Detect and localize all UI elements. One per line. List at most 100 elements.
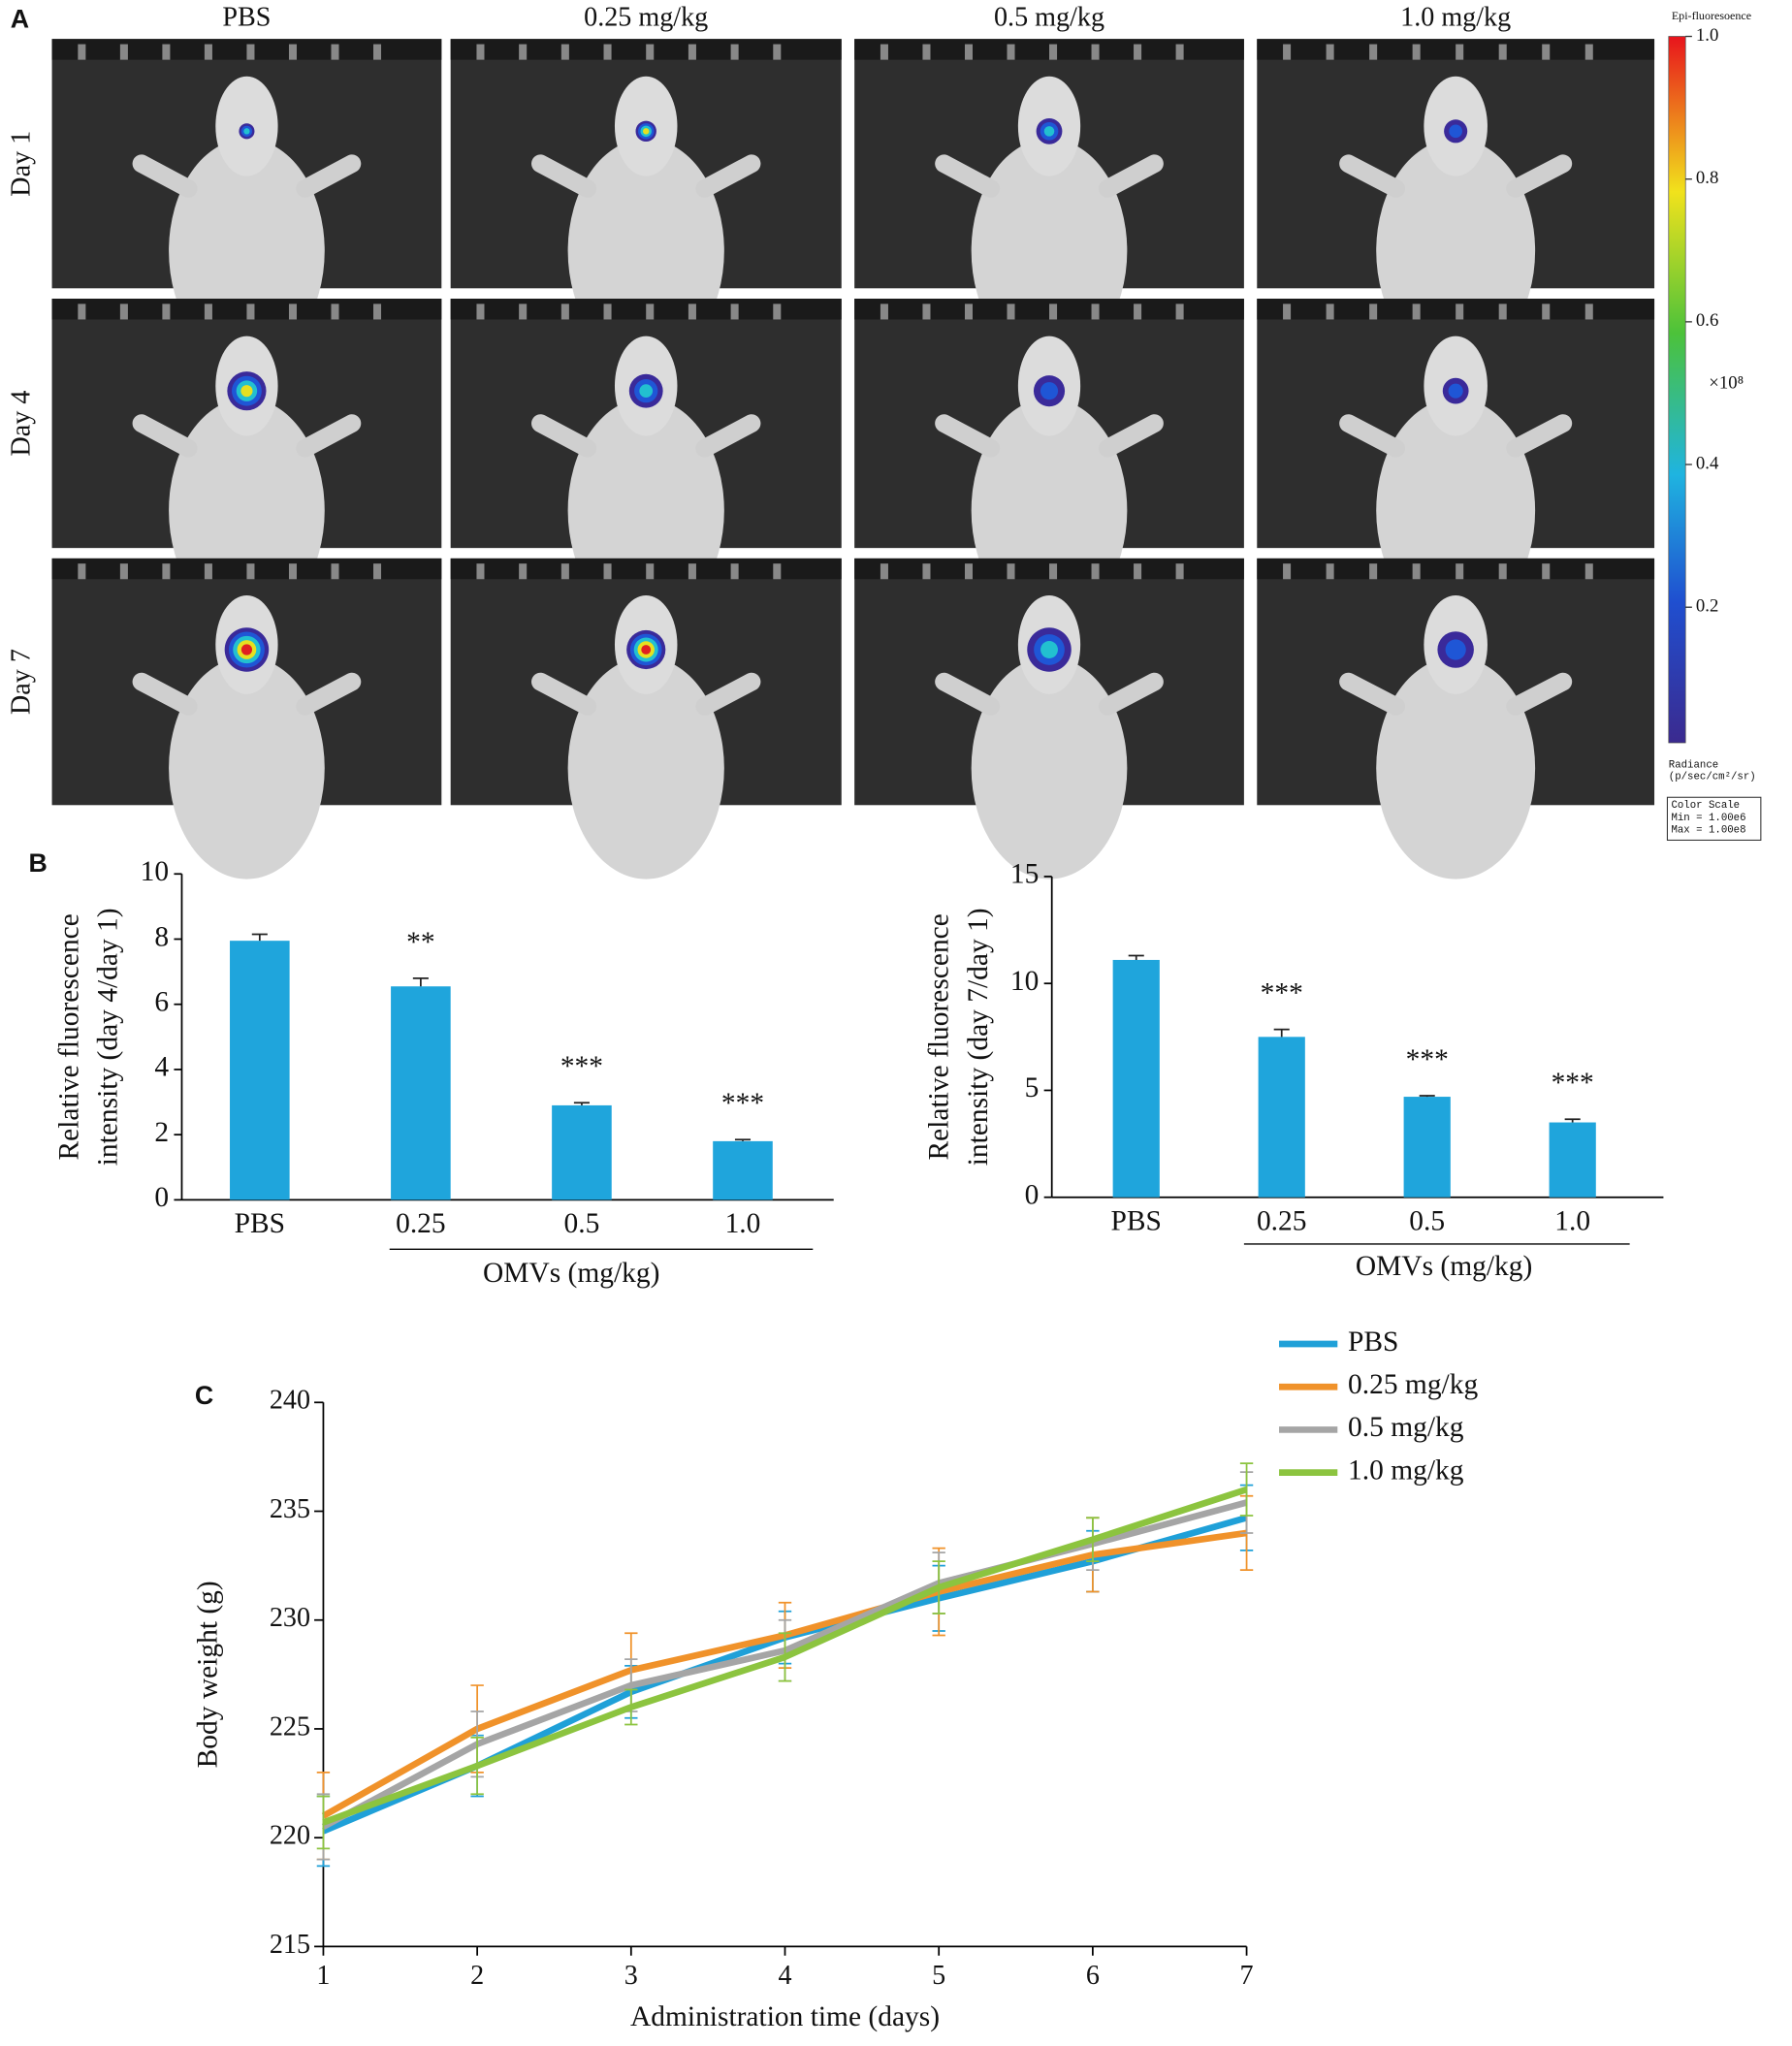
rack-bar: [1049, 44, 1058, 60]
cage-rack: [854, 558, 1244, 580]
rack-bar: [730, 563, 739, 580]
rack-bar: [1369, 304, 1378, 320]
error-bar: [624, 1688, 638, 1726]
rack-bar: [119, 44, 128, 60]
rack-bar: [880, 563, 888, 580]
rack-bar: [119, 563, 128, 580]
rack-bar: [519, 563, 528, 580]
rack-bar: [519, 304, 528, 320]
row-label: Day 1: [7, 131, 37, 197]
x-tick-label: 2: [470, 1961, 484, 1991]
rack-bar: [204, 44, 212, 60]
rack-bar: [730, 44, 739, 60]
rat-arms: [1339, 672, 1573, 716]
rack-bar: [1584, 304, 1593, 320]
bar: [391, 986, 451, 1200]
y-tick-label: 2: [154, 1117, 169, 1148]
fluorescence-spot: [1445, 639, 1466, 660]
rack-bar: [373, 304, 382, 320]
bar: [1403, 1097, 1451, 1198]
colorbar-title: Epi-fluoresoence: [1672, 9, 1751, 22]
x-axis-title: OMVs (mg/kg): [483, 1258, 659, 1289]
significance-label: **: [406, 927, 434, 958]
x-tick-label: 6: [1086, 1961, 1100, 1991]
rack-bar: [1412, 44, 1421, 60]
rack-bar: [246, 304, 255, 320]
fluorescence-spot: [1040, 382, 1059, 400]
y-tick-label: 6: [154, 986, 169, 1017]
rack-bar: [688, 44, 696, 60]
rack-bar: [922, 44, 931, 60]
cage-rack: [854, 299, 1244, 320]
y-axis-title: Relative fluorescence: [53, 913, 84, 1160]
rack-bar: [78, 304, 86, 320]
rack-bar: [922, 563, 931, 580]
rack-bar: [730, 304, 739, 320]
rack-bar: [1412, 304, 1421, 320]
rack-bar: [1456, 44, 1464, 60]
bar: [713, 1140, 773, 1200]
x-tick-label: 0.5: [564, 1208, 600, 1239]
rack-bar: [162, 304, 171, 320]
y-tick-label: 220: [270, 1821, 310, 1851]
rack-bar: [373, 563, 382, 580]
bar: [552, 1104, 612, 1200]
rat-body: [567, 656, 724, 879]
significance-label: ***: [560, 1051, 603, 1082]
x-tick-label: 0.5: [1409, 1205, 1445, 1236]
significance-label: ***: [1406, 1044, 1449, 1075]
fluorescence-spot: [240, 385, 253, 398]
rack-bar: [78, 44, 86, 60]
y-tick-label: 0: [154, 1182, 169, 1213]
column-label: PBS: [222, 3, 271, 33]
scale-line: Max = 1.00e8: [1671, 825, 1745, 837]
y-tick-label: 230: [270, 1603, 310, 1633]
panel-label: A: [11, 5, 29, 34]
error-bar: [470, 1737, 484, 1796]
rack-bar: [1498, 563, 1507, 580]
error-bar: [573, 1102, 590, 1105]
fluorescence-spot: [1448, 383, 1463, 399]
rack-bar: [1007, 44, 1015, 60]
colorbar-unit: (p/sec/cm²/sr): [1669, 772, 1756, 783]
colorbar-tick-label: 0.6: [1696, 310, 1718, 331]
rat-arms: [1339, 414, 1573, 458]
rack-bar: [773, 304, 782, 320]
rack-bar: [1542, 563, 1551, 580]
fluorescence-spot: [639, 384, 654, 399]
rack-bar: [331, 44, 339, 60]
rack-bar: [880, 304, 888, 320]
rat-arms: [531, 414, 761, 458]
fluorescence-spot: [1449, 124, 1462, 139]
colorbar-tick-label: 1.0: [1696, 25, 1718, 46]
rack-bar: [476, 44, 485, 60]
cage-rack: [854, 39, 1244, 60]
rack-bar: [1412, 563, 1421, 580]
rack-bar: [964, 563, 974, 580]
x-tick-label: 0.25: [396, 1208, 446, 1239]
rat-arms: [935, 672, 1164, 716]
error-bar: [1419, 1095, 1435, 1098]
rat-arms: [935, 414, 1164, 458]
x-tick-label: PBS: [235, 1208, 285, 1239]
rack-bar: [560, 304, 569, 320]
x-axis-title: Administration time (days): [630, 2001, 940, 2032]
y-axis-title: intensity (day 7/day 1): [963, 908, 994, 1166]
bar: [1258, 1037, 1305, 1198]
error-bar: [251, 933, 268, 942]
error-bar: [932, 1560, 945, 1614]
x-tick-label: PBS: [1111, 1205, 1162, 1236]
y-tick-label: 5: [1025, 1072, 1040, 1103]
colorbar-tick-label: 0.4: [1696, 453, 1719, 473]
rack-bar: [476, 304, 485, 320]
rack-bar: [1007, 304, 1015, 320]
rack-bar: [119, 304, 128, 320]
rat-body: [169, 656, 325, 879]
y-tick-label: 10: [1010, 966, 1039, 997]
panel-label: B: [28, 848, 47, 878]
scale-box: [1666, 796, 1762, 841]
legend-label: PBS: [1348, 1327, 1398, 1358]
rack-bar: [1498, 304, 1507, 320]
